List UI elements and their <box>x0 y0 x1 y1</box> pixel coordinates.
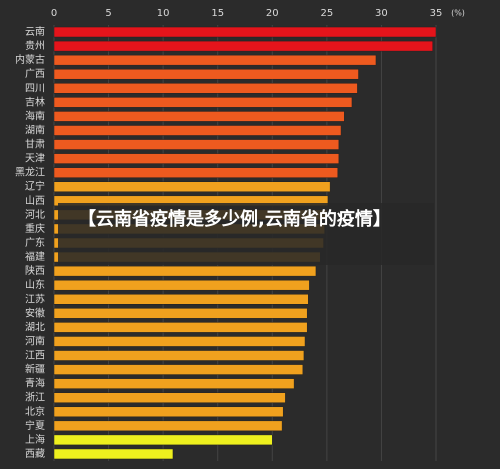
x-tick-label: 10 <box>157 8 170 19</box>
y-tick-label: 福建 <box>25 250 45 263</box>
bar <box>53 406 284 418</box>
y-tick-label: 安徽 <box>25 306 45 319</box>
overlay-title: 【云南省疫情是多少例,云南省的疫情】 <box>58 203 434 265</box>
y-tick-label: 河南 <box>25 334 45 347</box>
bar <box>53 392 286 403</box>
x-tick-label: 35 <box>430 8 443 19</box>
bar <box>53 420 283 432</box>
y-tick-label: 河北 <box>25 209 45 221</box>
y-tick-label: 广东 <box>25 236 45 249</box>
y-tick-label: 广西 <box>25 68 45 80</box>
bar <box>53 139 340 150</box>
y-tick-label: 山西 <box>25 195 45 207</box>
y-tick-label: 陕西 <box>25 264 45 277</box>
y-tick-label: 湖南 <box>25 123 45 136</box>
unit-label: (%) <box>451 9 465 18</box>
bar <box>53 265 317 277</box>
bar <box>53 111 345 122</box>
bar <box>53 97 353 108</box>
bar <box>53 167 339 178</box>
y-tick-label: 贵州 <box>25 39 45 52</box>
bar <box>53 68 359 80</box>
y-tick-label: 北京 <box>25 405 45 418</box>
bar <box>53 279 310 291</box>
y-tick-label: 内蒙古 <box>15 53 45 66</box>
y-tick-label: 甘肃 <box>25 138 45 151</box>
bar <box>53 54 377 66</box>
y-tick-label: 江苏 <box>25 292 45 305</box>
y-tick-label: 青海 <box>25 377 45 390</box>
y-tick-label: 浙江 <box>25 392 45 404</box>
y-tick-label: 四川 <box>25 83 45 94</box>
y-tick-label: 江西 <box>25 350 45 362</box>
bar <box>53 40 433 52</box>
x-tick-label: 30 <box>375 8 388 19</box>
x-tick-label: 15 <box>211 8 224 19</box>
y-tick-label: 上海 <box>25 433 45 446</box>
bar <box>53 294 309 305</box>
bar <box>53 434 273 446</box>
bar <box>53 83 358 94</box>
y-tick-label: 云南 <box>25 25 45 38</box>
bar <box>53 336 306 347</box>
y-tick-label: 山东 <box>25 278 45 291</box>
bar <box>53 364 304 375</box>
y-tick-label: 天津 <box>25 153 45 165</box>
x-tick-label: 5 <box>105 8 111 19</box>
x-tick-label: 20 <box>266 8 279 19</box>
bar <box>53 448 174 460</box>
bar <box>53 378 295 389</box>
y-tick-label: 吉林 <box>25 95 45 108</box>
y-tick-label: 湖北 <box>25 321 45 333</box>
y-tick-label: 重庆 <box>25 222 45 235</box>
x-tick-label: 0 <box>51 8 57 19</box>
bar <box>53 322 308 333</box>
y-tick-label: 海南 <box>25 109 45 122</box>
bar <box>53 153 340 164</box>
y-tick-label: 黑龙江 <box>15 166 45 179</box>
y-tick-label: 宁夏 <box>25 419 45 432</box>
x-tick-label: 25 <box>320 8 333 19</box>
y-tick-label: 西藏 <box>25 448 45 460</box>
bar <box>53 26 437 38</box>
y-tick-label: 辽宁 <box>25 180 45 193</box>
bar <box>53 125 342 136</box>
bar <box>53 181 331 192</box>
bar <box>53 308 308 319</box>
y-tick-label: 新疆 <box>25 363 45 376</box>
bar <box>53 350 305 361</box>
